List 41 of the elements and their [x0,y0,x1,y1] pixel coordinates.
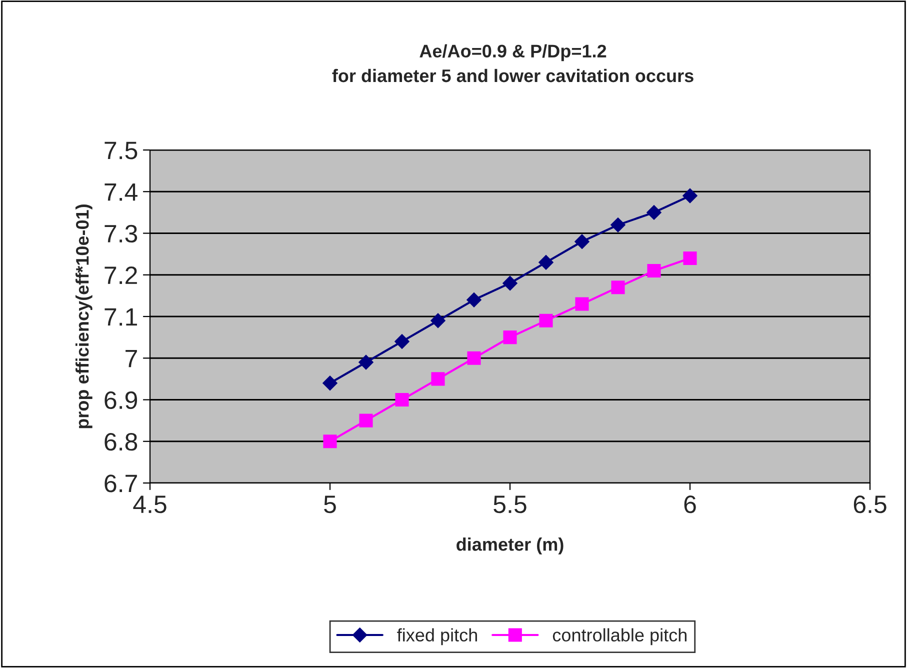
point [467,351,481,365]
x-tick-label: 5 [324,496,336,514]
point [646,205,662,220]
y-tick-label: 6.8 [104,432,138,451]
y-tick-label: 6.9 [104,391,138,410]
point [502,276,518,291]
x-tick-label: 6 [684,495,696,514]
point [322,376,338,390]
y-tick-label: 7 [126,350,137,368]
point [575,297,589,311]
point [466,292,482,308]
point [358,354,374,370]
point [538,254,554,270]
y-tick-label: 7.3 [104,224,138,243]
point [611,280,625,294]
y-tick-label: 7.5 [104,142,138,160]
chart-title: Ae/Ao=0.9 & P/Dp=1.2 for diameter 5 and lower cavitation occurs [332,44,694,82]
point [430,313,446,328]
point [394,334,410,349]
x-axis-title: diameter (m) [456,538,564,554]
point [323,434,337,448]
y-tick-label: 7.4 [104,183,138,201]
point [682,188,698,204]
y-tick-label: 7.1 [104,308,137,326]
y-axis-title: prop efficiency(eff*10e-01) [76,204,92,428]
point [359,414,373,428]
point [610,218,626,232]
legend-label: fixed pitch [397,628,477,646]
point [647,264,661,278]
point [539,314,553,328]
x-tick-label: 6.5 [854,495,886,514]
point [574,234,590,249]
y-tick-label: 7.2 [104,266,137,284]
point [395,392,409,407]
point [503,330,517,344]
point [683,251,697,265]
legend-label: controllable pitch [552,628,686,646]
y-tick-label: 6.7 [104,474,137,492]
x-tick-label: 4.5 [133,496,166,514]
point [431,372,445,386]
x-tick-label: 5.5 [494,496,526,514]
